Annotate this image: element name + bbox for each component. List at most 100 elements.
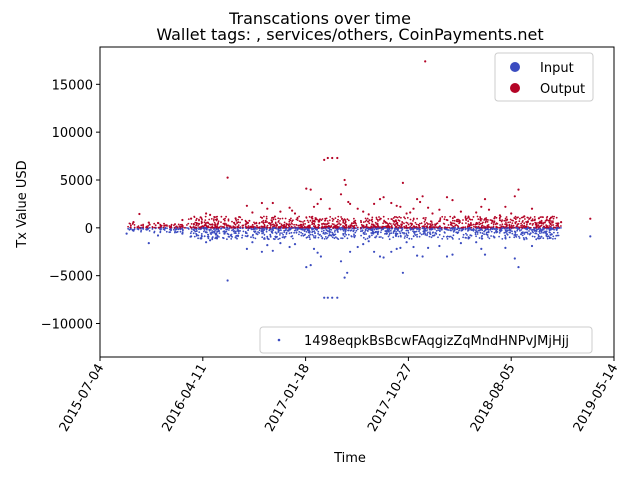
noise-point-output <box>320 226 323 229</box>
noise-point-output <box>440 226 443 229</box>
noise-point-output <box>410 222 413 225</box>
noise-point-input <box>343 228 346 231</box>
noise-point-output <box>355 224 358 227</box>
noise-point-output <box>551 215 554 218</box>
noise-point-output <box>467 223 470 226</box>
noise-point-output <box>223 226 226 229</box>
noise-point-output <box>412 220 414 222</box>
noise-point-output <box>400 226 403 229</box>
noise-point-output <box>509 218 512 221</box>
point-output <box>475 211 478 214</box>
noise-point-output <box>350 223 353 225</box>
noise-point-output <box>332 223 335 226</box>
noise-point-input <box>350 235 353 237</box>
noise-point-input <box>378 236 381 239</box>
noise-point-input <box>470 228 472 231</box>
noise-point-input <box>438 227 441 229</box>
noise-point-input <box>213 228 215 231</box>
noise-point-output <box>491 220 494 223</box>
noise-point-input <box>211 237 214 240</box>
point-output <box>504 205 507 208</box>
noise-point-input <box>226 238 228 241</box>
x-tick-label: 2017-10-27 <box>365 362 416 435</box>
point-output <box>215 218 219 221</box>
noise-point-input <box>198 228 200 231</box>
noise-point-output <box>478 223 481 226</box>
noise-point-input <box>414 231 417 233</box>
noise-point-output <box>147 224 150 227</box>
noise-point-input <box>195 234 198 237</box>
noise-point-input <box>281 236 284 239</box>
noise-point-input <box>347 233 350 236</box>
noise-point-output <box>364 226 366 228</box>
noise-point-input <box>308 234 310 237</box>
scatter-points <box>125 60 592 299</box>
noise-point-input <box>418 230 420 233</box>
noise-point-output <box>560 225 562 227</box>
point-output <box>373 202 376 205</box>
noise-point-output <box>392 223 395 225</box>
noise-point-input <box>541 228 543 231</box>
noise-point-output <box>475 222 478 225</box>
noise-point-input <box>476 233 479 235</box>
noise-point-output <box>192 223 195 226</box>
noise-point-input <box>274 231 277 234</box>
noise-point-output <box>540 219 543 222</box>
noise-point-output <box>533 216 536 218</box>
noise-point-input <box>452 234 455 237</box>
noise-point-input <box>234 230 237 233</box>
noise-point-input <box>384 233 386 235</box>
noise-point-output <box>195 219 198 222</box>
noise-point-input <box>272 228 274 231</box>
noise-point-output <box>190 226 193 229</box>
noise-point-output <box>213 224 216 226</box>
noise-point-output <box>131 223 134 225</box>
noise-point-output <box>425 217 427 219</box>
noise-point-input <box>327 230 329 233</box>
noise-point-input <box>424 232 426 235</box>
point-output <box>382 196 385 199</box>
noise-point-output <box>438 220 441 222</box>
noise-point-input <box>289 228 291 231</box>
point-output <box>323 158 326 161</box>
point-output <box>487 208 491 211</box>
noise-point-input <box>437 236 439 239</box>
noise-point-input <box>388 229 391 231</box>
noise-point-output <box>472 223 475 226</box>
point-output <box>147 221 150 224</box>
noise-point-input <box>550 237 552 239</box>
point-output <box>138 212 141 216</box>
noise-point-input <box>241 234 244 237</box>
noise-point-output <box>418 226 421 229</box>
noise-point-output <box>269 225 272 227</box>
noise-point-input <box>173 228 175 231</box>
point-output <box>319 198 322 201</box>
noise-point-output <box>424 219 427 221</box>
noise-point-output <box>220 221 222 224</box>
noise-point-output <box>500 220 503 223</box>
noise-point-output <box>227 219 230 222</box>
noise-point-output <box>516 224 519 227</box>
y-tick-label: −5000 <box>49 270 93 285</box>
noise-point-output <box>451 224 453 227</box>
noise-point-input <box>374 230 377 233</box>
noise-point-output <box>235 219 238 222</box>
noise-point-output <box>224 217 226 220</box>
noise-point-output <box>407 223 410 226</box>
noise-point-output <box>261 225 264 228</box>
noise-point-input <box>412 228 415 231</box>
noise-point-input <box>262 232 265 234</box>
noise-point-output <box>245 220 247 223</box>
noise-point-output <box>546 225 549 227</box>
noise-point-input <box>518 237 521 239</box>
noise-point-output <box>531 224 534 226</box>
noise-point-output <box>419 222 421 225</box>
point-input <box>266 244 269 247</box>
noise-point-input <box>210 231 213 234</box>
point-input <box>427 246 430 249</box>
point-input <box>382 256 385 259</box>
noise-point-output <box>483 225 485 228</box>
noise-point-input <box>190 228 193 230</box>
point-input <box>234 236 237 239</box>
noise-point-output <box>398 216 401 218</box>
